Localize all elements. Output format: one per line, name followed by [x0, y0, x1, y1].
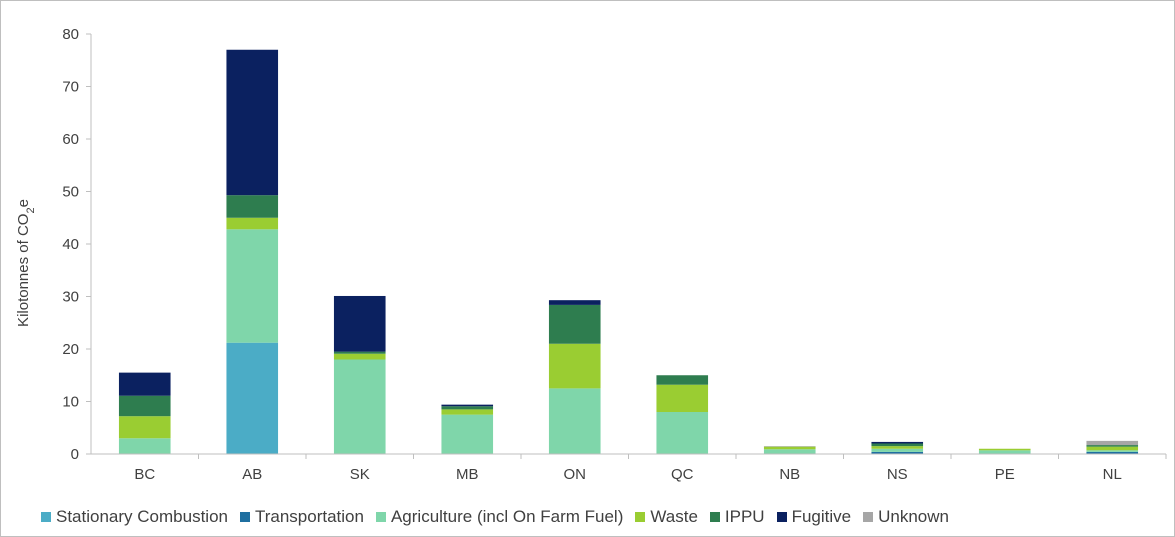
x-axis-labels: BC AB SK MB ON QC NB NS PE NL	[134, 454, 1167, 483]
legend-label: IPPU	[724, 507, 765, 526]
bar-segment-mb-3	[441, 409, 494, 415]
bar-segment-bc-5	[118, 372, 171, 396]
bar-segment-qc-2	[656, 412, 709, 454]
chart-legend: Stationary Combustion Transportation Agric…	[41, 506, 949, 528]
bar-segment-sk-3	[333, 353, 386, 360]
y-axis-title-suffix: e	[15, 199, 32, 207]
x-tick-label: QC	[671, 466, 694, 483]
bar-segment-ab-0	[226, 342, 279, 454]
y-axis-title: Kilotonnes of CO2e	[15, 199, 37, 327]
bar-segment-on-2	[548, 388, 601, 454]
legend-label: Fugitive	[791, 507, 852, 526]
legend-item: Agriculture (incl On Farm Fuel)	[375, 507, 624, 527]
bar-segment-on-5	[548, 300, 601, 305]
bar-segment-ns-2	[871, 448, 924, 452]
legend-label: Waste	[650, 507, 698, 526]
bar-segment-bc-2	[118, 438, 171, 454]
legend-label: Agriculture (incl On Farm Fuel)	[390, 507, 624, 526]
x-tick-label: ON	[564, 466, 587, 483]
x-tick-label: AB	[242, 466, 262, 483]
legend-label: Stationary Combustion	[56, 507, 228, 526]
legend-swatch	[41, 512, 51, 522]
bar-segment-pe-2	[978, 450, 1031, 454]
legend-item: Fugitive	[776, 507, 852, 527]
bar-segment-nb-3	[763, 446, 816, 450]
bar-segment-sk-2	[333, 359, 386, 454]
y-tick-label: 10	[62, 394, 79, 411]
y-tick-label: 30	[62, 289, 79, 306]
legend-swatch	[709, 512, 720, 522]
bar-segment-nb-6	[763, 446, 816, 447]
bar-segment-nl-3	[1086, 446, 1139, 451]
bar-segment-qc-4	[656, 375, 709, 385]
x-tick-label: MB	[456, 466, 479, 483]
legend-item: Stationary Combustion	[41, 507, 228, 527]
bar-segment-ab-5	[226, 49, 279, 196]
x-tick-label: BC	[134, 466, 155, 483]
bar-segment-nl-6	[1086, 440, 1139, 446]
y-tick-label: 70	[62, 79, 79, 96]
y-tick-label: 40	[62, 236, 79, 253]
bar-stacks	[118, 49, 1139, 454]
bar-segment-ns-1	[871, 451, 924, 454]
bar-segment-mb-5	[441, 404, 494, 407]
bar-segment-ns-5	[871, 441, 924, 444]
legend-label: Transportation	[254, 507, 364, 526]
y-axis-ticks: 0 10 20 30 40 50 60 70 80	[62, 26, 91, 463]
legend-item: IPPU	[709, 507, 765, 527]
bar-segment-ns-4	[871, 443, 924, 447]
bar-segment-mb-4	[441, 406, 494, 410]
legend-item: Waste	[635, 507, 698, 527]
bar-segment-nb-2	[763, 449, 816, 454]
x-tick-label: NS	[887, 466, 908, 483]
bar-segment-sk-4	[333, 351, 386, 354]
bar-segment-bc-3	[118, 416, 171, 439]
y-tick-label: 0	[71, 446, 79, 463]
legend-item: Transportation	[239, 507, 364, 527]
bar-segment-nl-2	[1086, 450, 1139, 452]
x-tick-label: SK	[350, 466, 370, 483]
legend-item: Unknown	[863, 507, 949, 527]
stacked-bar-chart: 0 10 20 30 40 50 60 70 80 BC AB SK MB ON QC NB NS PE NL K…	[15, 26, 1167, 483]
bar-segment-ab-4	[226, 195, 279, 218]
legend-label: Unknown	[878, 507, 949, 526]
bar-segment-nl-4	[1086, 445, 1139, 447]
bar-segment-pe-3	[978, 448, 1031, 451]
bar-segment-on-4	[548, 304, 601, 344]
bar-segment-bc-4	[118, 395, 171, 417]
bar-segment-on-3	[548, 343, 601, 389]
y-tick-label: 20	[62, 341, 79, 358]
x-tick-label: NB	[779, 466, 800, 483]
bar-segment-sk-5	[333, 295, 386, 352]
x-tick-label: PE	[995, 466, 1015, 483]
legend-swatch	[635, 512, 646, 522]
bar-segment-qc-3	[656, 384, 709, 412]
bar-segment-ab-3	[226, 217, 279, 230]
y-axis-title-main: Kilotonnes of CO	[15, 214, 32, 327]
legend-swatch	[776, 512, 787, 522]
y-tick-label: 50	[62, 184, 79, 201]
bar-segment-ns-3	[871, 446, 924, 449]
y-tick-label: 60	[62, 131, 79, 148]
y-axis-title-subscript: 2	[25, 207, 37, 213]
legend-swatch	[375, 512, 386, 522]
bar-segment-mb-2	[441, 414, 494, 454]
legend-swatch	[239, 512, 250, 522]
x-tick-label: NL	[1103, 466, 1122, 483]
y-tick-label: 80	[62, 26, 79, 43]
bar-segment-nl-1	[1086, 451, 1139, 454]
bar-segment-ab-2	[226, 229, 279, 343]
legend-swatch	[863, 512, 874, 522]
